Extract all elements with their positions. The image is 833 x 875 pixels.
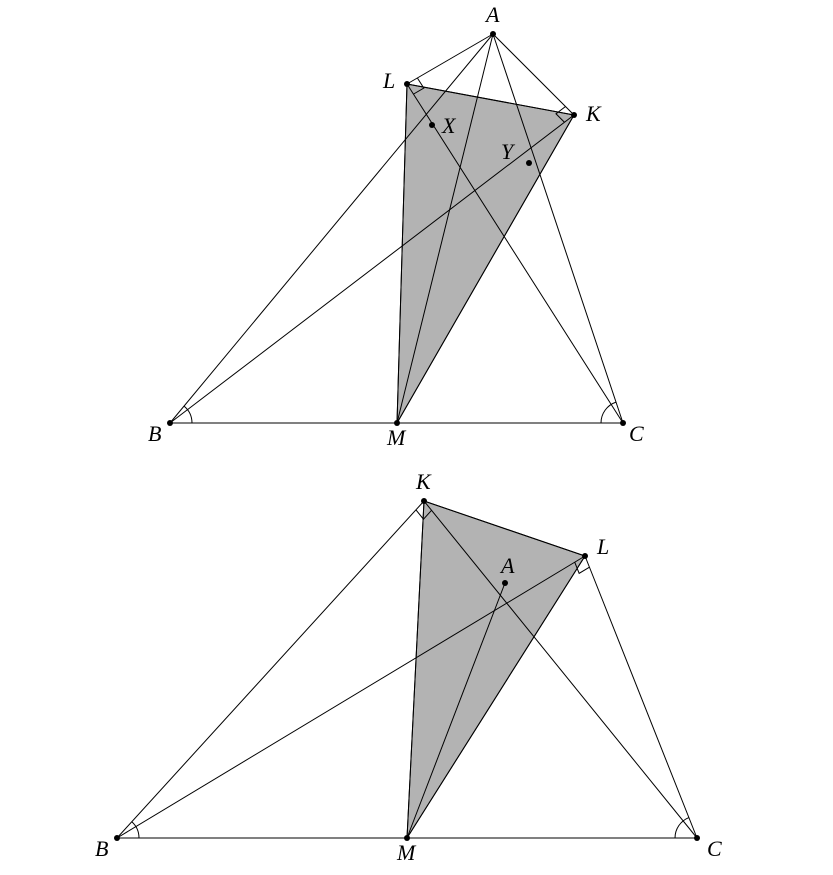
- angle-arc-C: [601, 402, 616, 423]
- geometry-figure: ALKXYBMCKLABMC: [0, 0, 833, 875]
- label-B: B: [95, 836, 108, 861]
- point-X: [429, 122, 435, 128]
- segment-B-K: [117, 501, 424, 838]
- point-B: [167, 420, 173, 426]
- label-M: M: [396, 840, 417, 865]
- figure-bottom: K L A B M C: [95, 469, 722, 865]
- label-A: A: [499, 553, 515, 578]
- angle-arc-B: [184, 406, 192, 423]
- label-C: C: [629, 421, 644, 446]
- point-K: [571, 112, 577, 118]
- label-C: C: [707, 836, 722, 861]
- figure-top: ALKXYBMC: [148, 2, 644, 450]
- segment-A-L: [407, 34, 493, 84]
- label-L: L: [596, 534, 609, 559]
- point-A: [502, 580, 508, 586]
- label-B: B: [148, 421, 161, 446]
- segment-B-L: [117, 556, 585, 838]
- point-B: [114, 835, 120, 841]
- point-K: [421, 498, 427, 504]
- angle-arc-C: [675, 818, 689, 838]
- label-A: A: [484, 2, 500, 27]
- point-L: [404, 81, 410, 87]
- point-C: [694, 835, 700, 841]
- point-C: [620, 420, 626, 426]
- shaded-triangle: [407, 501, 585, 838]
- point-Y: [526, 160, 532, 166]
- label-X: X: [441, 113, 457, 138]
- label-K: K: [585, 101, 602, 126]
- point-L: [582, 553, 588, 559]
- label-K: K: [415, 469, 432, 494]
- segment-C-L: [585, 556, 697, 838]
- segment-C-A: [493, 34, 623, 423]
- angle-arc-B: [132, 822, 139, 838]
- point-A: [490, 31, 496, 37]
- label-L: L: [382, 68, 395, 93]
- label-M: M: [386, 425, 407, 450]
- segment-B-K: [170, 115, 574, 423]
